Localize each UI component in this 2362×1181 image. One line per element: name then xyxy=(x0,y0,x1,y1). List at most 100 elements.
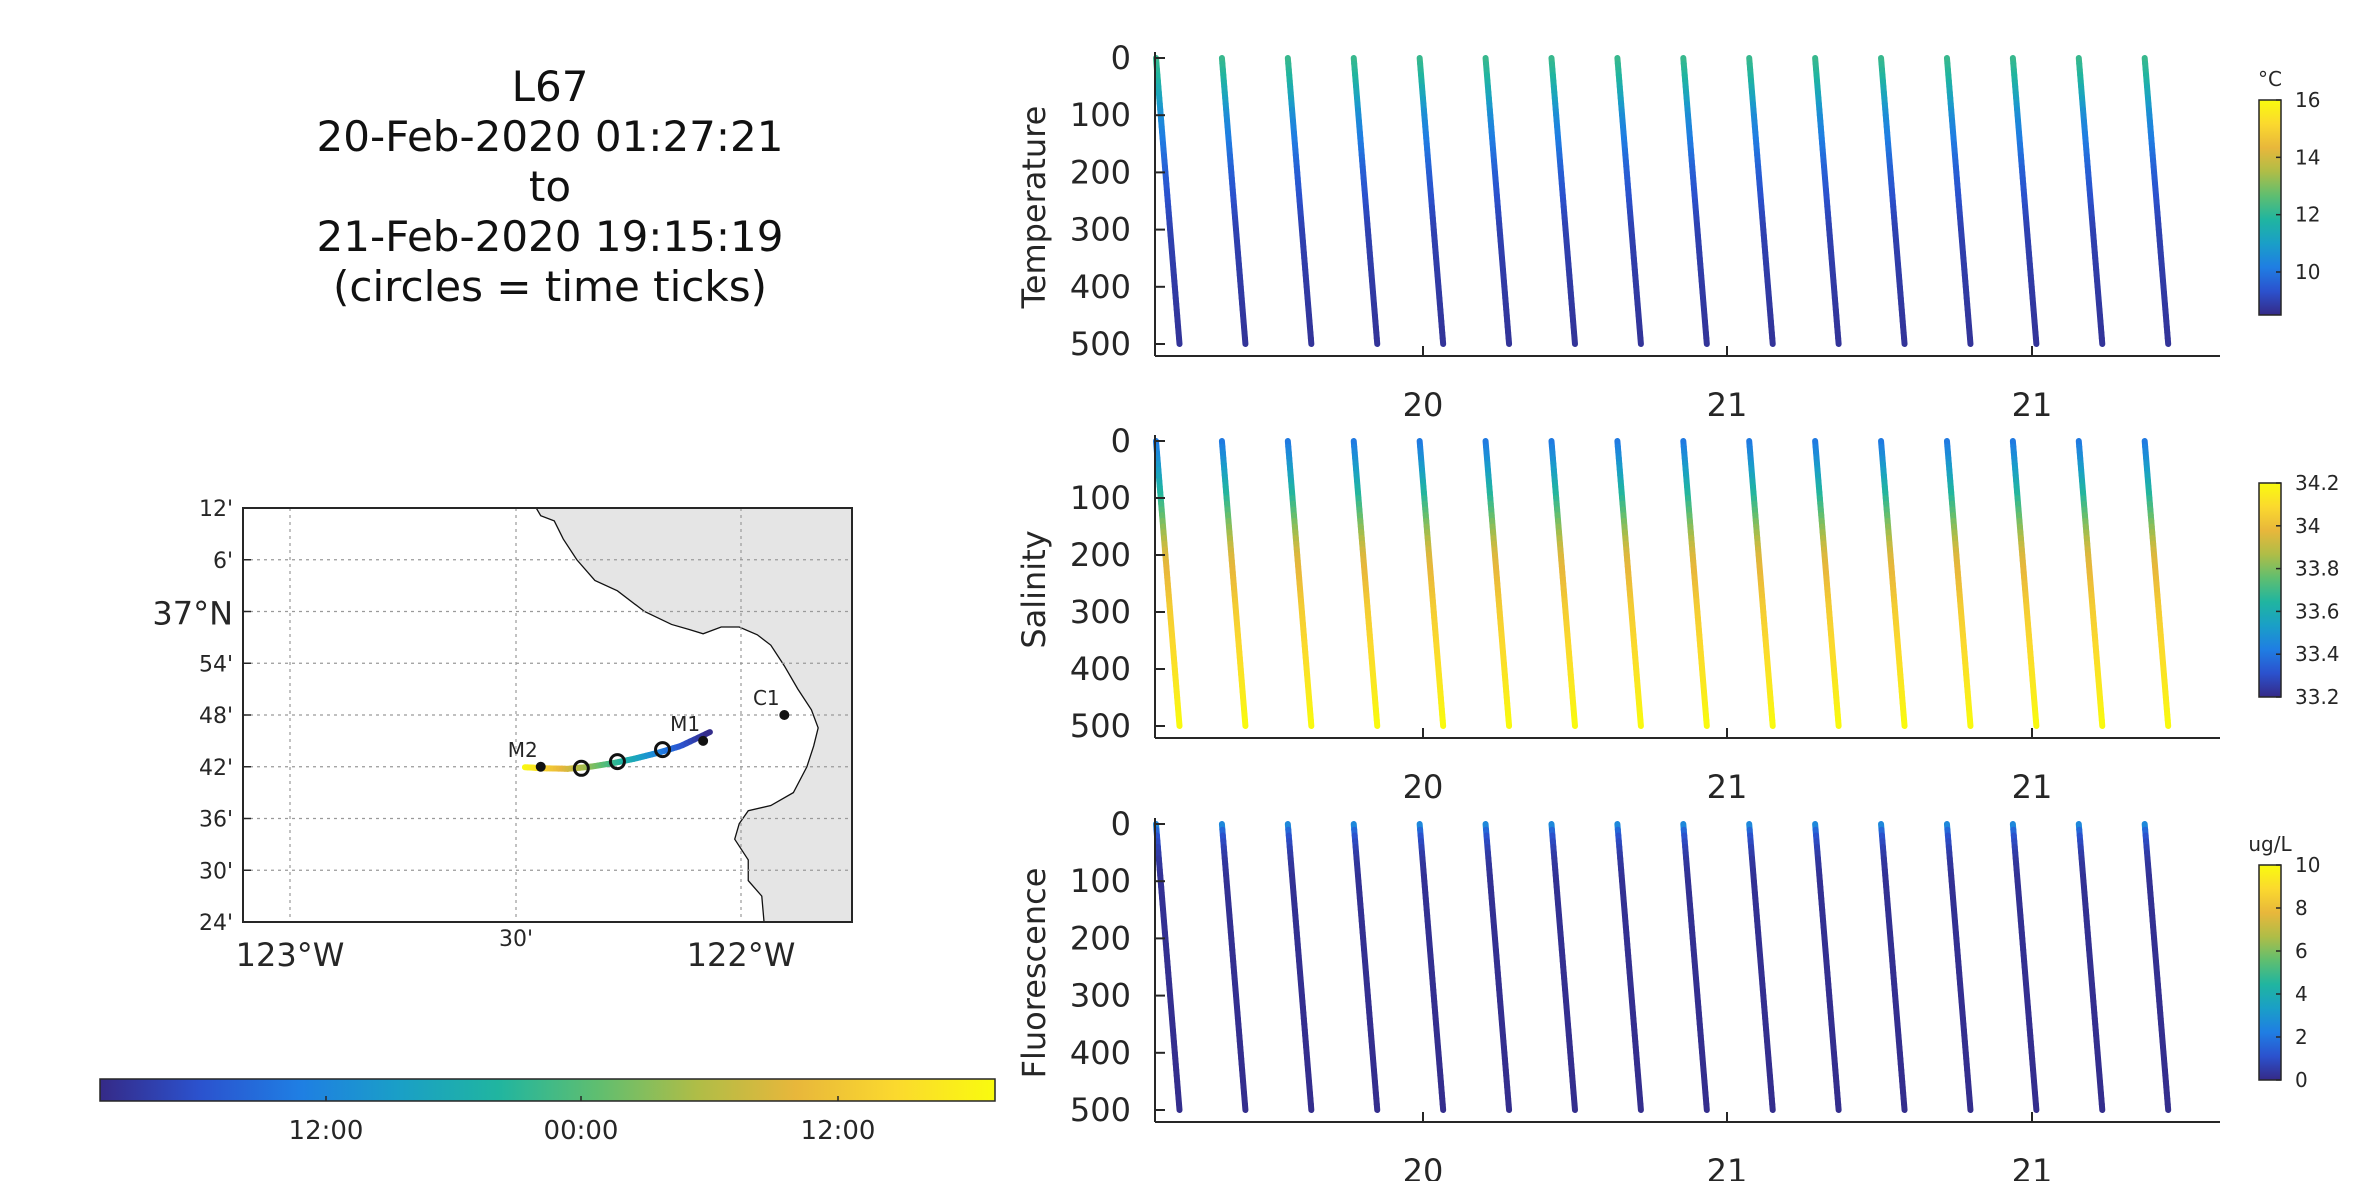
profile-trace xyxy=(1153,55,1183,347)
colorbar-tick-label: 2 xyxy=(2295,1025,2308,1049)
profile-trace xyxy=(2009,55,2040,347)
colorbar-tick-label: 33.2 xyxy=(2295,685,2340,709)
profile-trace xyxy=(1943,438,1974,729)
y-axis-label: Temperature xyxy=(1015,106,1053,310)
y-tick-label: 400 xyxy=(1070,650,1131,688)
profile-trace xyxy=(1284,821,1315,1113)
y-tick-label: 400 xyxy=(1070,268,1131,306)
y-axis-label: Fluorescence xyxy=(1015,868,1053,1079)
lat-tick-label: 36' xyxy=(199,808,233,833)
x-tick-label: 21 xyxy=(1707,386,1748,424)
profile-trace xyxy=(2141,55,2172,347)
map-frame xyxy=(242,507,853,923)
profile-trace xyxy=(1746,821,1776,1113)
lat-tick-label: 37°N xyxy=(152,595,233,633)
colorbar-tick-label: 33.8 xyxy=(2295,557,2340,581)
colorbar-tick-label: 34 xyxy=(2295,514,2320,538)
profile-trace xyxy=(1153,821,1183,1113)
colorbar-units: ug/L xyxy=(2248,832,2292,856)
profile-trace xyxy=(1878,438,1908,729)
time-colorbar-label: 12:00 xyxy=(801,1116,876,1146)
profile-trace xyxy=(1812,821,1842,1113)
y-tick-label: 500 xyxy=(1070,325,1131,363)
y-tick-label: 200 xyxy=(1070,536,1131,574)
x-tick-label: 20 xyxy=(1403,768,1444,806)
lat-tick-label: 48' xyxy=(199,704,233,729)
colorbar xyxy=(2258,482,2282,698)
profile-trace xyxy=(1680,438,1710,729)
colorbar-tick-label: 4 xyxy=(2295,982,2308,1006)
profile-trace xyxy=(1614,821,1644,1113)
profile-trace xyxy=(1943,55,1974,347)
y-tick-label: 0 xyxy=(1111,805,1131,843)
profile-trace xyxy=(1680,55,1710,347)
x-tick-label: 21 xyxy=(2012,386,2053,424)
profile-trace xyxy=(1812,55,1842,347)
x-tick-label: 21 xyxy=(1707,1152,1748,1181)
y-tick-label: 200 xyxy=(1070,919,1131,957)
profile-trace xyxy=(2009,821,2040,1113)
profile-trace xyxy=(1548,821,1578,1113)
profile-trace xyxy=(2141,821,2172,1113)
profile-trace xyxy=(1416,55,1447,347)
profile-panel-temperature xyxy=(1153,52,2282,357)
profile-trace xyxy=(1284,55,1315,347)
y-tick-label: 100 xyxy=(1070,479,1131,517)
profile-trace xyxy=(2075,438,2106,729)
profile-trace xyxy=(1350,821,1381,1113)
title-line: (circles = time ticks) xyxy=(333,262,767,311)
map-panel xyxy=(242,507,853,923)
time-colorbar-label: 12:00 xyxy=(289,1116,364,1146)
profile-trace xyxy=(1482,55,1513,347)
lat-tick-label: 6' xyxy=(213,549,233,574)
title-line: 20-Feb-2020 01:27:21 xyxy=(316,112,784,161)
colorbar-tick-label: 0 xyxy=(2295,1068,2308,1092)
station-label: M1 xyxy=(670,712,700,736)
profile-trace xyxy=(1812,438,1842,729)
profile-panel-salinity xyxy=(1153,435,2282,739)
profile-trace xyxy=(1746,438,1776,729)
colorbar-tick-label: 8 xyxy=(2295,896,2308,920)
colorbar-tick-label: 10 xyxy=(2295,260,2320,284)
profile-trace xyxy=(1416,821,1447,1113)
profile-trace xyxy=(1350,438,1381,729)
track-segment xyxy=(702,729,713,737)
lat-tick-label: 54' xyxy=(199,652,233,677)
colorbar-tick-label: 33.6 xyxy=(2295,599,2340,623)
profile-trace xyxy=(1746,55,1776,347)
x-tick-label: 21 xyxy=(1707,768,1748,806)
colorbar xyxy=(2258,864,2282,1081)
profile-trace xyxy=(1416,438,1447,729)
title-line: L67 xyxy=(511,62,589,111)
profile-trace xyxy=(1482,438,1513,729)
profile-trace xyxy=(1680,821,1710,1113)
y-tick-label: 500 xyxy=(1070,1091,1131,1129)
station-marker xyxy=(779,710,790,720)
lat-tick-label: 12' xyxy=(199,497,233,522)
profile-trace xyxy=(1943,821,1974,1113)
colorbar-tick-label: 6 xyxy=(2295,939,2308,963)
colorbar xyxy=(2258,99,2282,316)
glider-track xyxy=(521,729,713,772)
profile-trace xyxy=(1548,55,1578,347)
time-tick-circle xyxy=(654,741,672,759)
profile-trace xyxy=(1878,821,1908,1113)
x-tick-label: 21 xyxy=(2012,768,2053,806)
profile-trace xyxy=(1614,438,1644,729)
profile-trace xyxy=(2075,821,2106,1113)
profile-trace xyxy=(1482,821,1513,1113)
time-tick-circle xyxy=(608,753,626,771)
colorbar-tick-label: 16 xyxy=(2295,88,2320,112)
y-tick-label: 100 xyxy=(1070,96,1131,134)
lat-tick-label: 24' xyxy=(199,911,233,936)
profile-trace xyxy=(1218,438,1249,729)
lat-tick-label: 42' xyxy=(199,756,233,781)
time-tick-circle xyxy=(572,759,590,777)
profile-trace xyxy=(1614,55,1644,347)
station-marker xyxy=(535,761,546,772)
station-label: M2 xyxy=(508,738,538,762)
lon-tick-label: 122°W xyxy=(687,936,796,974)
profile-panel-fluorescence xyxy=(1153,818,2282,1123)
profile-trace xyxy=(2009,438,2040,729)
lat-tick-label: 30' xyxy=(199,859,233,884)
